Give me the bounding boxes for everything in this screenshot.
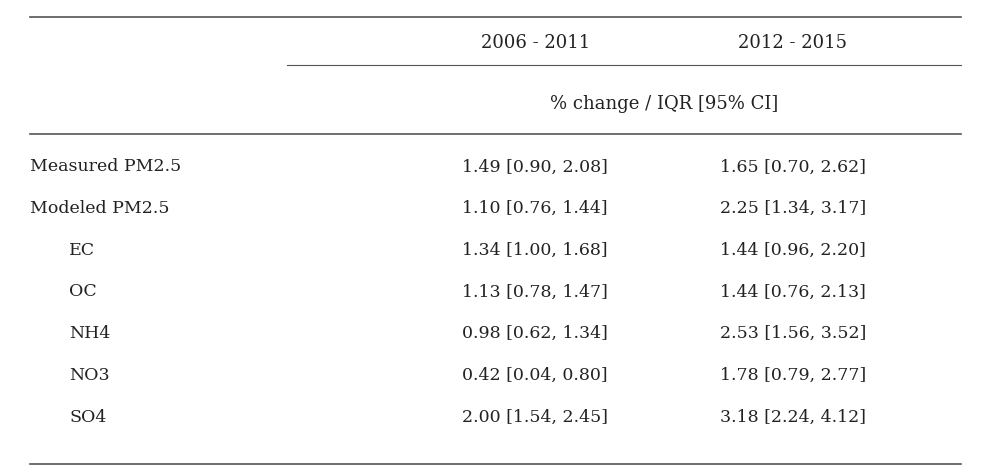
Text: OC: OC <box>69 283 97 301</box>
Text: 2.53 [1.56, 3.52]: 2.53 [1.56, 3.52] <box>719 325 866 342</box>
Text: 0.42 [0.04, 0.80]: 0.42 [0.04, 0.80] <box>463 367 607 384</box>
Text: 1.49 [0.90, 2.08]: 1.49 [0.90, 2.08] <box>462 158 608 175</box>
Text: 1.78 [0.79, 2.77]: 1.78 [0.79, 2.77] <box>719 367 866 384</box>
Text: 1.44 [0.96, 2.20]: 1.44 [0.96, 2.20] <box>719 242 866 259</box>
Text: 2.25 [1.34, 3.17]: 2.25 [1.34, 3.17] <box>719 200 866 217</box>
Text: 3.18 [2.24, 4.12]: 3.18 [2.24, 4.12] <box>719 409 866 426</box>
Text: Modeled PM2.5: Modeled PM2.5 <box>30 200 169 217</box>
Text: EC: EC <box>69 242 95 259</box>
Text: SO4: SO4 <box>69 409 107 426</box>
Text: NH4: NH4 <box>69 325 111 342</box>
Text: % change / IQR [95% CI]: % change / IQR [95% CI] <box>550 95 778 113</box>
Text: 1.10 [0.76, 1.44]: 1.10 [0.76, 1.44] <box>463 200 607 217</box>
Text: 1.34 [1.00, 1.68]: 1.34 [1.00, 1.68] <box>463 242 607 259</box>
Text: 2.00 [1.54, 2.45]: 2.00 [1.54, 2.45] <box>462 409 608 426</box>
Text: 2006 - 2011: 2006 - 2011 <box>481 34 590 52</box>
Text: 2012 - 2015: 2012 - 2015 <box>738 34 847 52</box>
Text: 1.13 [0.78, 1.47]: 1.13 [0.78, 1.47] <box>462 283 608 301</box>
Text: 0.98 [0.62, 1.34]: 0.98 [0.62, 1.34] <box>462 325 608 342</box>
Text: 1.65 [0.70, 2.62]: 1.65 [0.70, 2.62] <box>719 158 866 175</box>
Text: NO3: NO3 <box>69 367 110 384</box>
Text: 1.44 [0.76, 2.13]: 1.44 [0.76, 2.13] <box>719 283 866 301</box>
Text: Measured PM2.5: Measured PM2.5 <box>30 158 181 175</box>
